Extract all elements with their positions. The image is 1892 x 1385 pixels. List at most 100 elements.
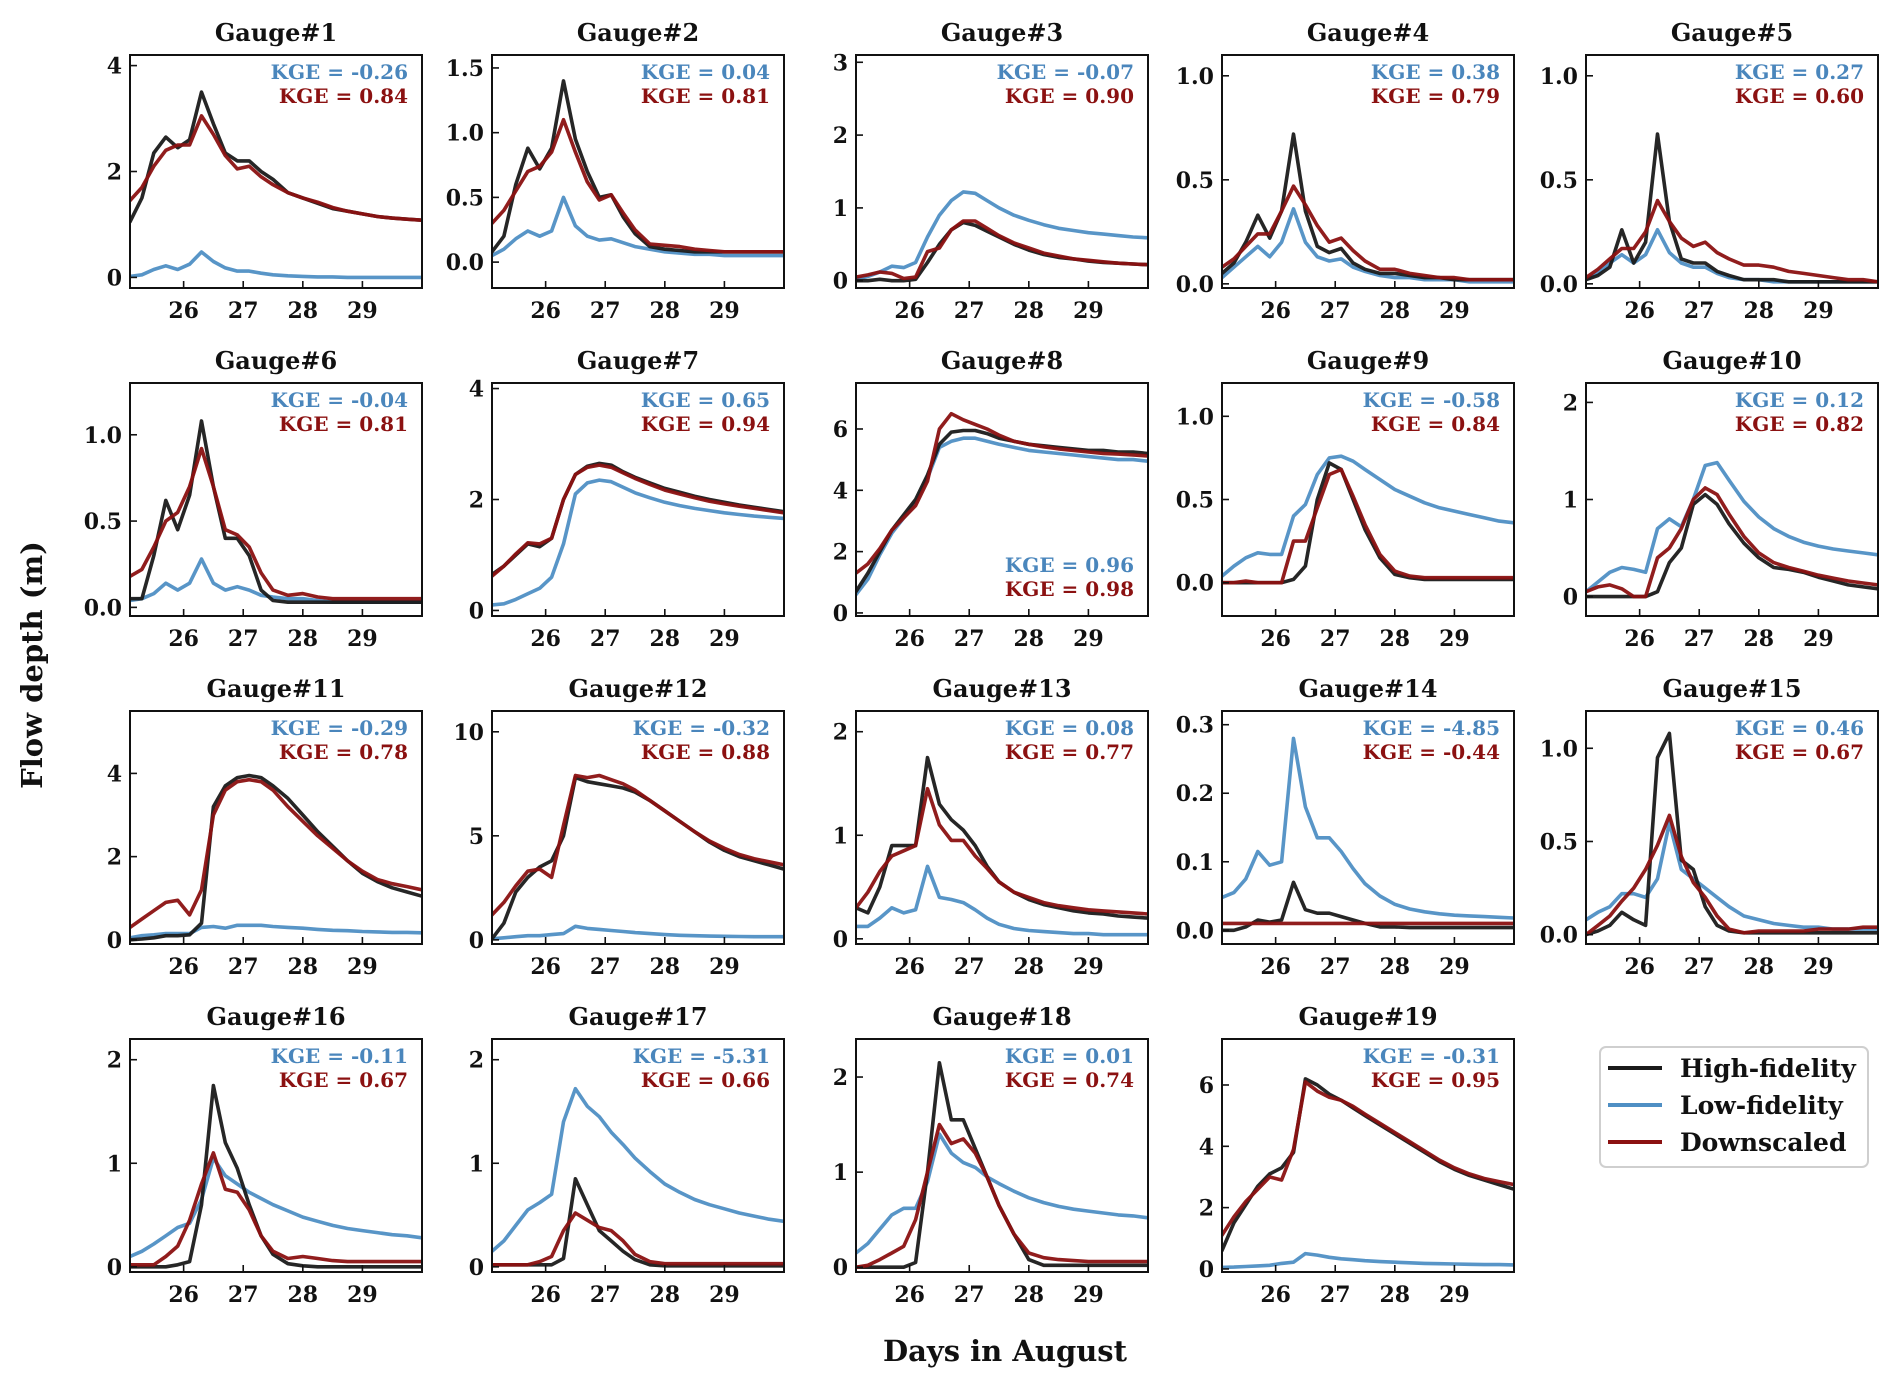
- panel-title: Gauge#12: [568, 674, 707, 703]
- x-tick-label: 28: [650, 298, 681, 324]
- x-tick-label: 28: [288, 954, 319, 980]
- x-tick-label: 29: [1803, 626, 1834, 652]
- y-tick-label: 1.0: [1540, 736, 1578, 762]
- x-tick-label: 29: [347, 954, 378, 980]
- legend-frame: [1599, 1046, 1869, 1168]
- y-tick-label: 0: [469, 1255, 484, 1281]
- y-tick-label: 0.3: [1176, 713, 1214, 739]
- kge-low-fidelity: KGE = 0.08: [1005, 716, 1134, 740]
- y-tick-label: 0.5: [84, 509, 122, 535]
- series-line-low: [492, 195, 784, 258]
- x-tick-label: 28: [650, 1282, 681, 1308]
- x-tick-label: 28: [1014, 298, 1045, 324]
- x-tick-label: 29: [347, 626, 378, 652]
- panel-title: Gauge#9: [1307, 346, 1429, 375]
- x-tick-label: 27: [1320, 626, 1351, 652]
- kge-downscaled: KGE = 0.81: [641, 84, 770, 108]
- kge-downscaled: KGE = 0.81: [279, 412, 408, 436]
- kge-downscaled: KGE = 0.60: [1735, 84, 1864, 108]
- kge-downscaled: KGE = 0.88: [641, 740, 770, 764]
- kge-low-fidelity: KGE = 0.38: [1371, 60, 1500, 84]
- panel-title: Gauge#14: [1298, 674, 1437, 703]
- x-tick-label: 26: [1260, 1282, 1291, 1308]
- y-tick-label: 1: [833, 1160, 848, 1186]
- series-line-down: [1586, 813, 1878, 937]
- kge-low-fidelity: KGE = -0.31: [1363, 1044, 1500, 1068]
- y-tick-label: 4: [107, 761, 122, 787]
- series-line-low: [492, 478, 784, 607]
- y-tick-label: 0: [833, 601, 848, 627]
- x-tick-label: 28: [1744, 626, 1775, 652]
- y-tick-label: 0.0: [1540, 272, 1578, 298]
- series-line-down: [1586, 486, 1878, 599]
- y-tick-label: 0.0: [1176, 918, 1214, 944]
- x-tick-label: 27: [954, 1282, 985, 1308]
- x-tick-label: 26: [894, 954, 925, 980]
- x-tick-label: 29: [1439, 1282, 1470, 1308]
- x-tick-label: 27: [228, 1282, 259, 1308]
- kge-downscaled: KGE = 0.82: [1735, 412, 1864, 436]
- kge-low-fidelity: KGE = -0.04: [271, 388, 408, 412]
- y-tick-label: 2: [469, 488, 484, 514]
- series-line-high: [1586, 492, 1878, 599]
- plot-frame: [491, 1038, 785, 1273]
- x-tick-label: 26: [530, 626, 561, 652]
- series-line-down: [1586, 198, 1878, 284]
- y-tick-label: 2: [833, 123, 848, 149]
- kge-downscaled: KGE = 0.90: [1005, 84, 1134, 108]
- panel-title: Gauge#18: [932, 1002, 1071, 1031]
- panel-title: Gauge#3: [941, 18, 1063, 47]
- series-line-high: [856, 755, 1148, 920]
- kge-downscaled: KGE = 0.84: [279, 84, 408, 108]
- y-tick-label: 1: [833, 196, 848, 222]
- x-tick-label: 28: [288, 1282, 319, 1308]
- x-tick-label: 29: [1803, 298, 1834, 324]
- series-line-high: [492, 1177, 784, 1268]
- series-line-high: [130, 773, 422, 942]
- legend: High-fidelity Low-fidelity Downscaled: [1599, 1046, 1869, 1168]
- x-tick-label: 26: [168, 954, 199, 980]
- series-line-down: [492, 463, 784, 578]
- y-tick-label: 0.0: [446, 250, 484, 276]
- y-tick-label: 0: [107, 265, 122, 291]
- plot-frame: [491, 710, 785, 945]
- series-line-down: [130, 1151, 422, 1267]
- series-line-high: [1222, 880, 1514, 933]
- x-tick-label: 27: [954, 626, 985, 652]
- plot-frame: [1585, 710, 1879, 945]
- y-tick-label: 1.0: [1176, 404, 1214, 430]
- kge-low-fidelity: KGE = -0.32: [633, 716, 770, 740]
- panel-gauge-2: Gauge#2 26 27 28 29 0.0 0.5 1.0 1.5 KGE = 0.04KGE…: [446, 18, 785, 324]
- x-tick-label: 29: [1073, 1282, 1104, 1308]
- kge-low-fidelity: KGE = 0.65: [641, 388, 770, 412]
- x-tick-label: 27: [1320, 1282, 1351, 1308]
- series-line-down: [856, 411, 1148, 575]
- y-tick-label: 2: [1199, 1196, 1214, 1222]
- series-line-low: [130, 557, 422, 604]
- y-tick-label: 1.0: [1176, 64, 1214, 90]
- plot-frame: [1585, 54, 1879, 289]
- series-line-down: [856, 219, 1148, 281]
- series-line-low: [1586, 821, 1878, 931]
- series-line-high: [1222, 1077, 1514, 1253]
- panel-title: Gauge#2: [577, 18, 699, 47]
- series-line-high: [492, 775, 784, 941]
- plot-frame: [855, 710, 1149, 945]
- series-line-down: [130, 446, 422, 601]
- x-tick-label: 26: [168, 1282, 199, 1308]
- series-line-high: [1222, 461, 1514, 585]
- x-tick-label: 29: [709, 1282, 740, 1308]
- y-tick-label: 4: [469, 377, 484, 403]
- kge-low-fidelity: KGE = -0.29: [271, 716, 408, 740]
- y-tick-label: 0.5: [1540, 829, 1578, 855]
- kge-downscaled: KGE = 0.67: [1735, 740, 1864, 764]
- x-tick-label: 29: [347, 1282, 378, 1308]
